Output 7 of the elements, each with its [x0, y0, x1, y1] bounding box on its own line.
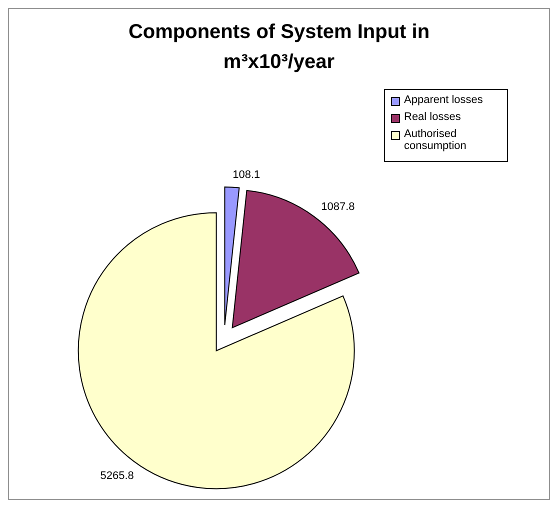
data-label: 5265.8 [100, 470, 134, 482]
legend-label: Apparent losses [404, 94, 483, 106]
legend-label: Real losses [404, 111, 461, 123]
data-label: 1087.8 [321, 200, 355, 213]
legend-label: Authorised consumption [404, 128, 468, 152]
data-label: 108.1 [232, 169, 260, 182]
chart-title: Components of System Input in m³x10³/year [127, 20, 431, 75]
